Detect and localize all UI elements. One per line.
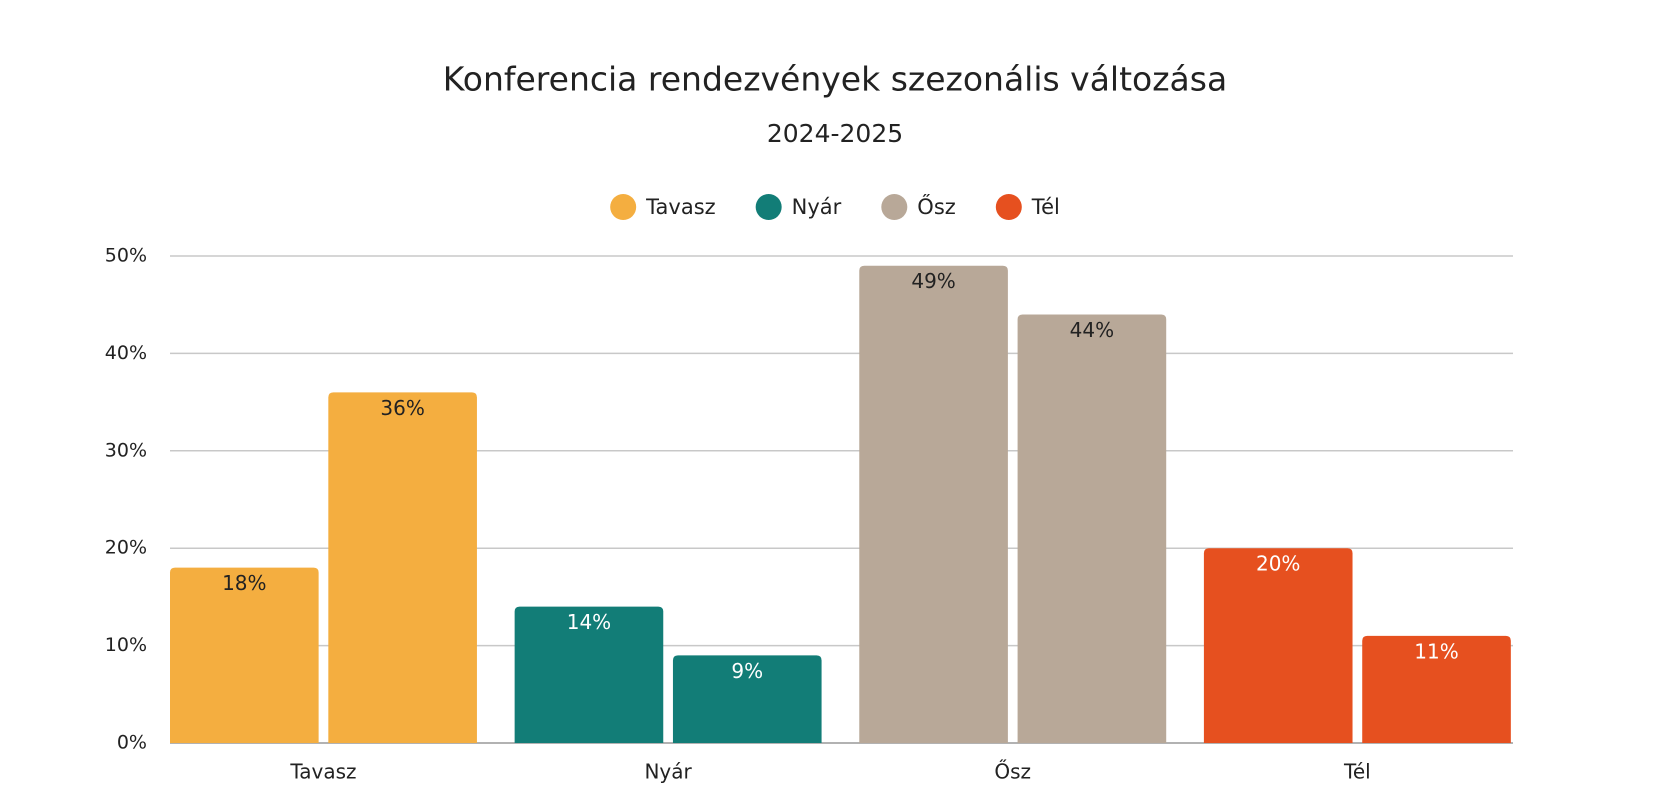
data-label: 14%: [567, 610, 611, 634]
y-tick-label: 20%: [105, 537, 147, 559]
legend-label: Tél: [1031, 195, 1060, 219]
legend: Tavasz Nyár Ősz Tél: [610, 194, 1060, 220]
x-tick-label: Nyár: [644, 760, 692, 784]
bar: [514, 606, 664, 743]
data-label: 44%: [1070, 318, 1114, 342]
x-tick-label: Tavasz: [289, 760, 356, 784]
x-tick-label: Tél: [1343, 760, 1371, 784]
bar: [170, 567, 319, 743]
legend-swatch: [610, 194, 637, 220]
y-tick-label: 40%: [105, 342, 147, 364]
bar: [859, 265, 1008, 743]
bar: [1203, 548, 1353, 743]
bar: [672, 655, 822, 743]
data-label: 18%: [222, 571, 266, 595]
data-label: 9%: [731, 659, 763, 683]
legend-swatch: [755, 194, 782, 220]
y-tick-label: 30%: [105, 439, 147, 461]
bar: [328, 392, 477, 743]
data-label: 20%: [1256, 552, 1300, 576]
chart-title: Konferencia rendezvények szezonális vált…: [443, 60, 1227, 99]
y-tick-label: 10%: [105, 634, 147, 656]
legend-swatch: [881, 194, 908, 220]
chart-subtitle: 2024-2025: [767, 119, 903, 148]
legend-swatch: [995, 194, 1022, 220]
bar: [1362, 635, 1511, 743]
legend-label: Tavasz: [645, 195, 715, 219]
data-label: 49%: [911, 269, 955, 293]
data-label: 36%: [380, 396, 424, 420]
legend-label: Nyár: [792, 195, 842, 219]
legend-label: Ősz: [917, 194, 956, 219]
y-tick-label: 50%: [105, 245, 147, 267]
data-label: 11%: [1414, 639, 1458, 663]
bar: [1017, 314, 1167, 743]
y-tick-label: 0%: [117, 732, 147, 754]
x-tick-label: Ősz: [994, 760, 1031, 784]
